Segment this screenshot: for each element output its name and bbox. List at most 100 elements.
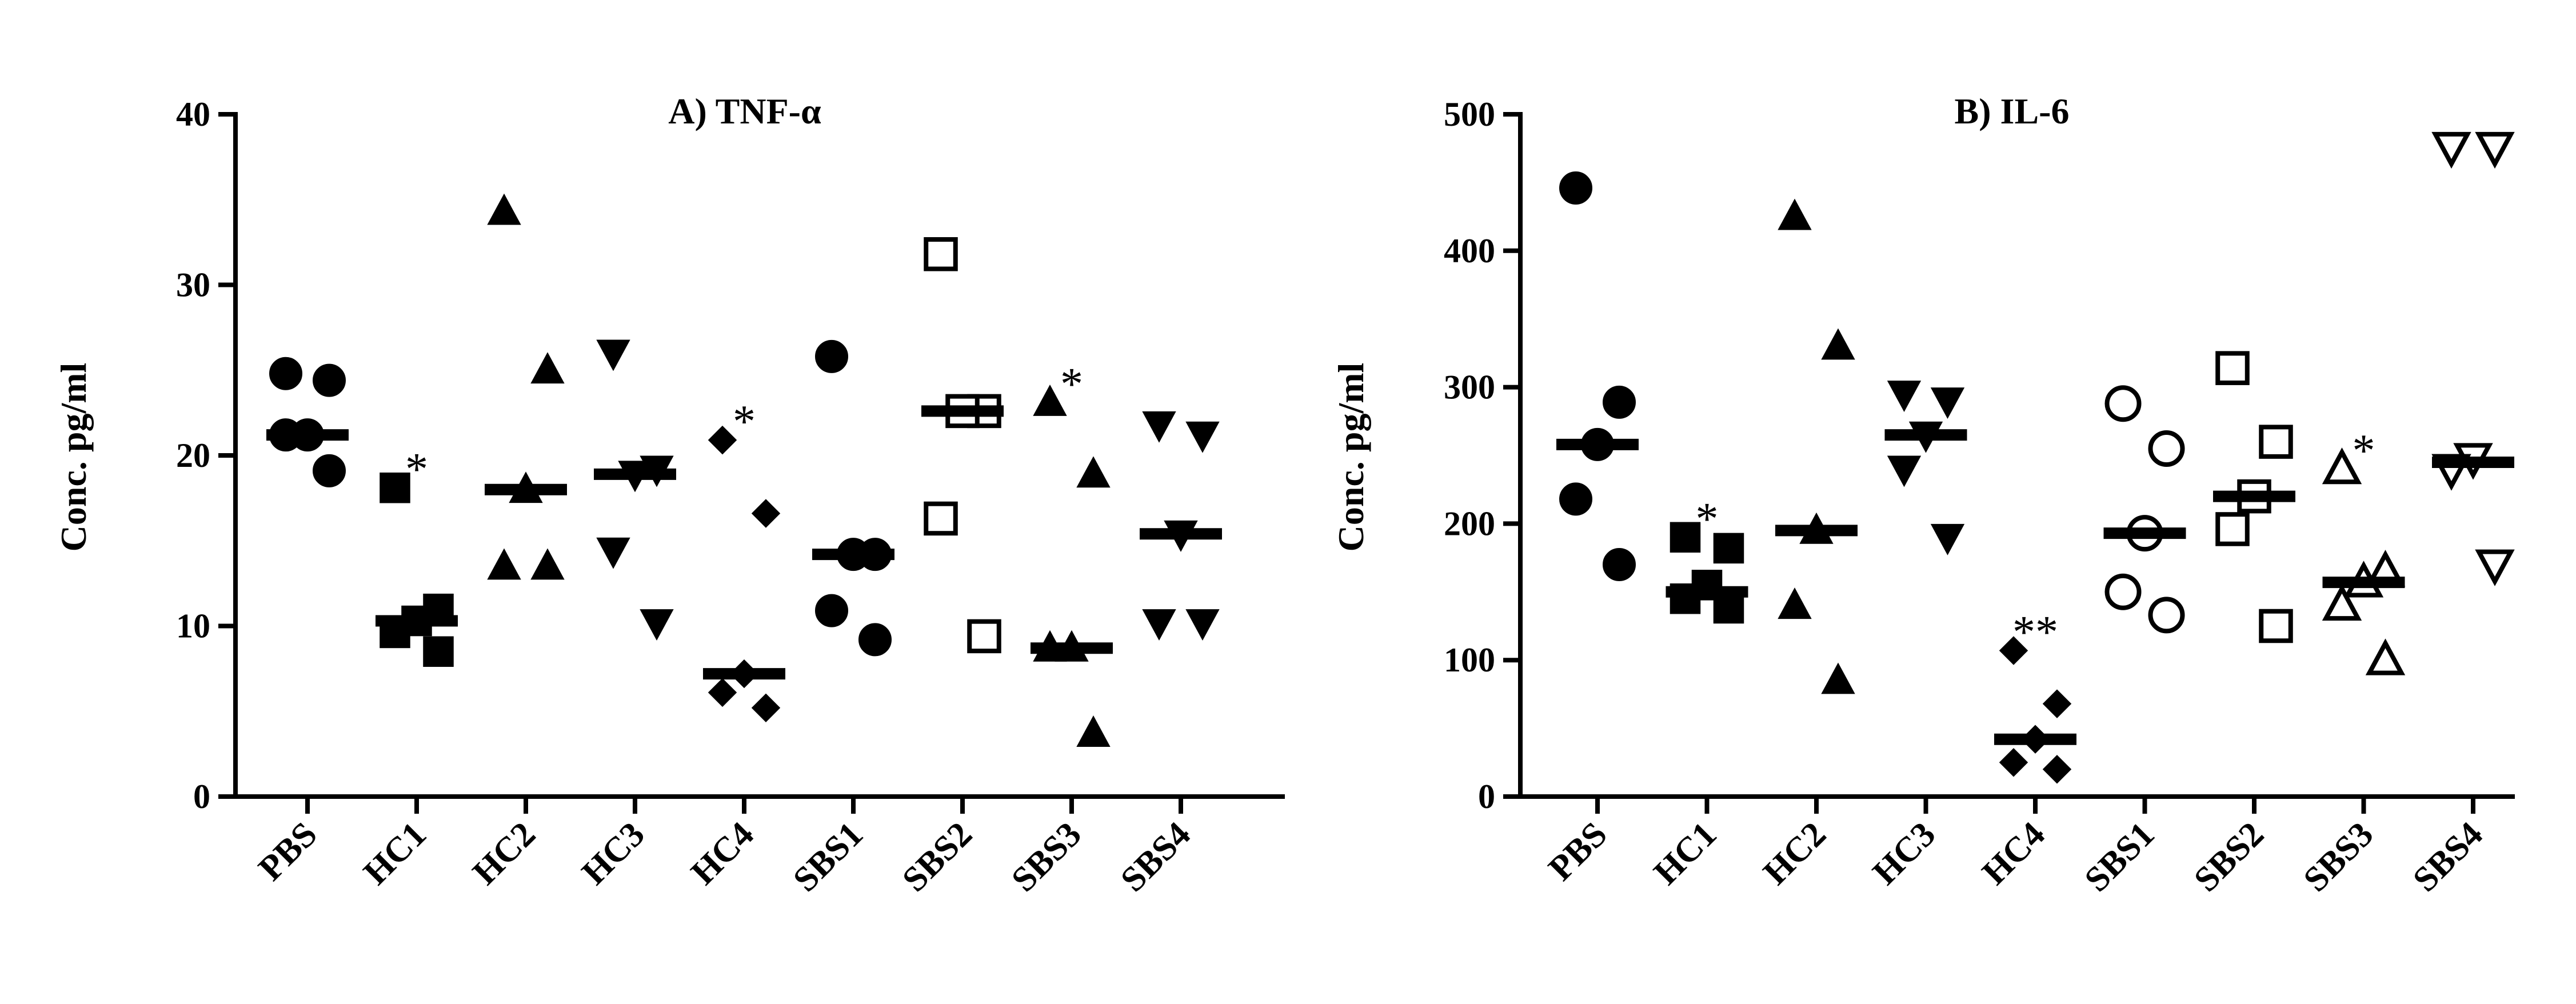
- x-tick-label: HC4: [684, 815, 761, 893]
- data-point-triangle-up: [1778, 198, 1812, 230]
- series-sbs1: [2103, 385, 2186, 634]
- data-point-diamond: [751, 499, 781, 528]
- data-point-triangle-down: [1185, 421, 1220, 453]
- y-tick-label: 30: [176, 266, 210, 304]
- data-point-square: [380, 472, 410, 503]
- data-point-triangle-down: [596, 339, 630, 371]
- data-point-diamond: [2042, 755, 2072, 784]
- x-tick-label: HC3: [1866, 815, 1943, 893]
- series-hc2: [1775, 198, 1858, 694]
- x-tick-label: SBS1: [786, 815, 870, 899]
- series-hc4: *: [703, 397, 785, 722]
- x-tick-label: SBS3: [1004, 815, 1089, 899]
- data-point-triangle-up: [2322, 447, 2362, 485]
- y-axis-label: Conc. pg/ml: [53, 363, 94, 552]
- data-point-triangle-down: [2431, 131, 2471, 169]
- series-sbs3: *: [2322, 426, 2406, 675]
- series-hc1: *: [1666, 494, 1748, 624]
- y-tick-label: 10: [176, 607, 210, 645]
- data-point-diamond: [1999, 748, 2028, 777]
- chart-panel-1: A) TNF-α Conc. pg/ml 0 10 20 30 40 PBS HC1 HC2 HC3…: [53, 91, 1285, 899]
- data-point-triangle-up: [1821, 662, 1855, 694]
- significance-annotation: *: [405, 445, 428, 495]
- series-sbs2: [921, 237, 1004, 654]
- x-tick-label: HC2: [465, 815, 543, 893]
- data-point-triangle-down: [2475, 131, 2515, 169]
- y-tick-label: 100: [1444, 641, 1495, 679]
- data-point-circle: [2148, 597, 2185, 634]
- data-point-square: [924, 237, 958, 271]
- data-point-triangle-down: [1930, 387, 1965, 419]
- data-point-circle: [313, 363, 346, 397]
- data-point-square: [2259, 609, 2293, 643]
- significance-annotation: *: [733, 397, 756, 447]
- data-point-circle: [313, 454, 346, 487]
- chart-title: B) IL-6: [1955, 91, 2070, 131]
- x-tick-label: HC1: [356, 815, 434, 893]
- data-point-square: [2259, 425, 2293, 459]
- y-axis-label: Conc. pg/ml: [1331, 363, 1371, 552]
- data-point-square: [1713, 593, 1744, 624]
- data-point-square: [2215, 512, 2250, 546]
- data-point-triangle-up: [2322, 583, 2362, 621]
- data-point-diamond: [708, 678, 737, 707]
- series-hc4: **: [1994, 607, 2076, 784]
- data-point-square: [2215, 351, 2250, 385]
- data-point-triangle-up: [1778, 587, 1812, 619]
- y-tick-label: 40: [176, 95, 210, 133]
- series-sbs4: [1140, 411, 1222, 641]
- series-sbs4: [2431, 131, 2515, 586]
- y-tick-label: 400: [1444, 232, 1495, 270]
- y-tick-label: 0: [193, 778, 210, 815]
- data-point-circle: [858, 623, 892, 657]
- significance-annotation: *: [1060, 359, 1083, 409]
- data-point-square: [967, 619, 1001, 654]
- x-tick-label: PBS: [1541, 815, 1614, 888]
- data-point-circle: [1559, 171, 1592, 205]
- x-tick-label: SBS2: [2187, 815, 2271, 899]
- series-pbs: [1556, 171, 1639, 582]
- data-point-triangle-up: [2365, 638, 2406, 675]
- significance-annotation: *: [1696, 494, 1719, 544]
- data-point-circle: [815, 594, 848, 627]
- series-hc3: [594, 339, 676, 641]
- data-point-triangle-down: [1185, 609, 1220, 641]
- data-point-diamond: [2042, 689, 2072, 718]
- data-point-triangle-down: [2475, 549, 2515, 586]
- chart-panel-2: B) IL-6 Conc. pg/ml 0 100 200 300 400 500 PBS HC1…: [1331, 91, 2515, 899]
- data-point-circle: [2104, 385, 2142, 422]
- data-point-triangle-up: [487, 193, 521, 225]
- x-tick-label: SBS4: [2406, 815, 2490, 899]
- x-tick-label: HC4: [1975, 815, 2052, 893]
- x-tick-label: SBS1: [2077, 815, 2162, 899]
- y-tick-label: 20: [176, 437, 210, 474]
- data-point-square: [1713, 533, 1744, 564]
- data-point-triangle-down: [1887, 455, 1922, 487]
- x-tick-label: PBS: [251, 815, 324, 888]
- data-point-diamond: [1999, 636, 2028, 665]
- y-tick-label: 0: [1478, 778, 1495, 815]
- data-point-triangle-down: [1142, 609, 1176, 641]
- data-point-triangle-up: [487, 548, 521, 580]
- data-point-triangle-down: [1887, 381, 1922, 413]
- x-tick-label: SBS2: [895, 815, 980, 899]
- data-point-circle: [2148, 430, 2185, 467]
- series-hc2: [485, 193, 567, 580]
- series-sbs3: *: [1031, 359, 1113, 747]
- data-point-triangle-up: [530, 548, 565, 580]
- data-point-square: [423, 636, 454, 667]
- chart-title: A) TNF-α: [668, 91, 821, 131]
- series-hc1: *: [376, 445, 458, 667]
- series-hc3: [1884, 381, 1967, 555]
- data-point-triangle-up: [1076, 715, 1111, 747]
- y-tick-label: 300: [1444, 369, 1495, 406]
- y-tick-label: 500: [1444, 95, 1495, 133]
- series-sbs2: [2213, 351, 2295, 643]
- data-point-square: [924, 501, 958, 536]
- series-pbs: [266, 357, 349, 487]
- data-point-triangle-up: [1076, 456, 1111, 488]
- x-tick-label: SBS4: [1113, 815, 1198, 899]
- data-point-diamond: [708, 425, 737, 455]
- data-point-circle: [1603, 385, 1636, 419]
